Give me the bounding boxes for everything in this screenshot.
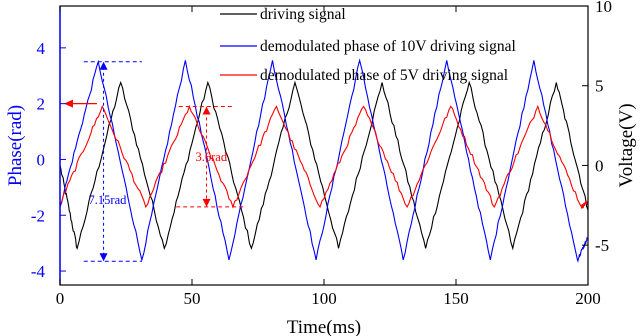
annotation-label-1: 7.15rad [89,193,128,207]
series-line-2 [60,104,588,209]
red-pointer-arrowhead [63,99,73,108]
y-right-axis-title: Voltage(V) [616,103,637,187]
y-right-tick-label: 10 [595,0,612,16]
blue-arrow-up [99,61,108,70]
x-tick-label: 150 [443,289,469,308]
y-left-tick-label: -4 [31,262,46,281]
red-arrow-up [202,106,211,115]
annotation-label-2: 3.6rad [196,150,228,164]
x-tick-label: 0 [56,289,65,308]
series-line-0 [60,80,588,251]
legend-label-2: demodulated phase of 5V driving signal [260,67,508,84]
legend-label-1: demodulated phase of 10V driving signal [260,38,516,55]
y-right-tick-label: 5 [595,77,604,96]
y-left-tick-label: 0 [37,150,46,169]
x-tick-label: 200 [575,289,601,308]
y-right-tick-label: 0 [595,156,604,175]
y-left-axis-title: Phase(rad) [5,105,26,186]
legend-label-0: driving signal [260,6,346,23]
x-tick-label: 50 [184,289,201,308]
series-line-1 [60,58,588,263]
x-axis-title: Time(ms) [287,317,361,336]
red-arrow-down [202,198,211,207]
y-left-tick-label: -2 [31,206,45,225]
y-left-tick-label: 2 [37,95,46,114]
x-tick-label: 100 [311,289,337,308]
series-layer [60,58,588,263]
annotation-layer: 7.15rad 3.6rad [63,61,245,262]
blue-arrow-down [99,253,108,262]
axes-layer: 0 50 100 150 200 -4 -2 0 2 4 -5 0 5 10 Time(ms) Phase(r… [5,0,637,336]
legend: driving signal demodulated phase of 10V d… [220,6,516,84]
y-left-tick-label: 4 [37,39,46,58]
y-right-tick-label: -5 [595,236,609,255]
